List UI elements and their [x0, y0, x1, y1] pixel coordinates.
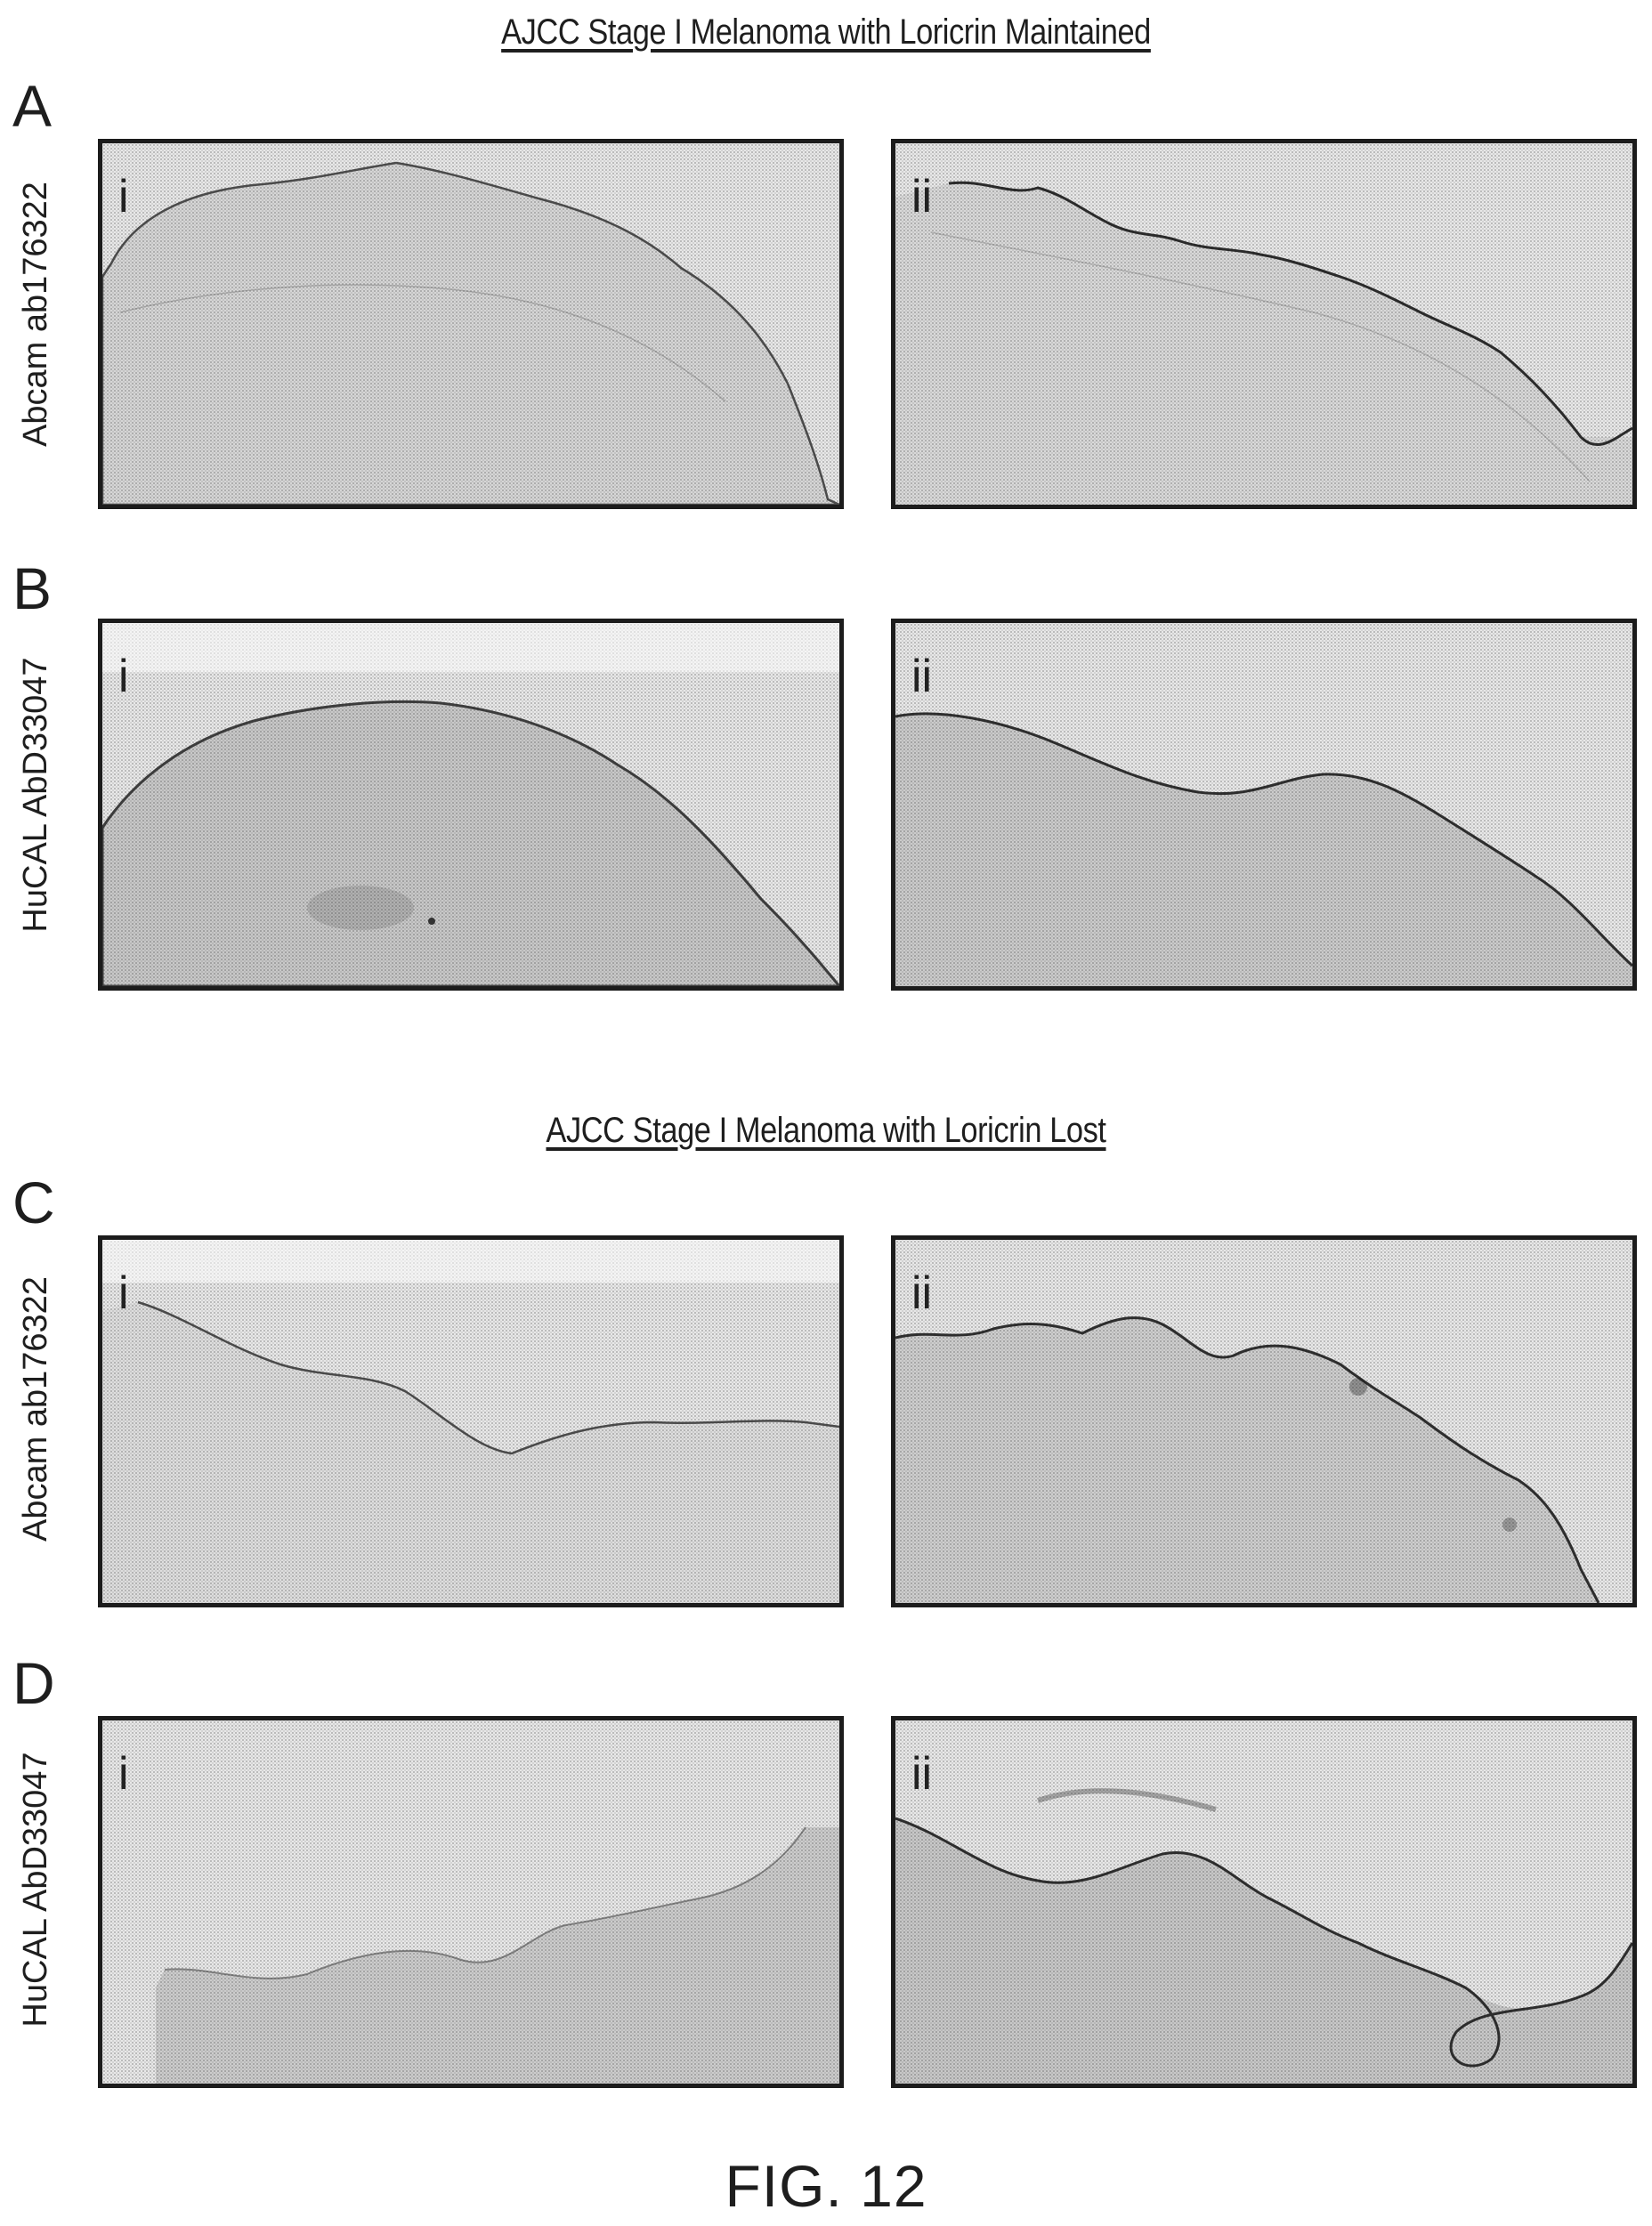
panel-label-i: i	[118, 1267, 129, 1319]
panel-label-i: i	[118, 1748, 129, 1800]
tissue-outline	[895, 712, 1632, 986]
tissue-outline	[102, 161, 839, 505]
panel-a-ii: ii	[891, 139, 1637, 509]
row-antibody-c: Abcam ab176322	[17, 1276, 54, 1542]
row-antibody-d: HuCAL AbD33047	[17, 1752, 54, 2028]
section-title-lost: AJCC Stage I Melanoma with Loricrin Lost	[546, 1111, 1106, 1150]
row-letter-c: C	[12, 1170, 55, 1235]
panel-d-ii: ii	[891, 1716, 1637, 2088]
tissue-outline	[102, 623, 839, 986]
panel-b-i: i	[98, 619, 844, 991]
tissue-outline	[156, 1826, 839, 2084]
row-antibody-a: Abcam ab176322	[17, 182, 54, 447]
row-letter-b: B	[12, 555, 53, 621]
row-antibody-b: HuCAL AbD33047	[17, 657, 54, 933]
panel-b-ii: ii	[891, 619, 1637, 991]
panel-d-i: i	[98, 1716, 844, 2088]
tissue-outline	[895, 1788, 1632, 2084]
panel-c-i: i	[98, 1235, 844, 1607]
panel-c-ii: ii	[891, 1235, 1637, 1607]
panel-label-ii: ii	[911, 1267, 933, 1319]
tissue-outline	[102, 1240, 839, 1603]
row-letter-a: A	[12, 73, 53, 139]
panel-label-i: i	[118, 171, 129, 223]
tissue-outline	[895, 181, 1632, 505]
figure-label: FIG. 12	[725, 2153, 927, 2219]
row-letter-d: D	[12, 1650, 55, 1716]
panel-label-ii: ii	[911, 171, 933, 223]
tissue-outline	[895, 1316, 1600, 1603]
section-title-maintained: AJCC Stage I Melanoma with Loricrin Main…	[501, 12, 1151, 52]
panel-label-ii: ii	[911, 1748, 933, 1800]
panel-label-ii: ii	[911, 651, 933, 702]
panel-label-i: i	[118, 651, 129, 702]
panel-a-i: i	[98, 139, 844, 509]
